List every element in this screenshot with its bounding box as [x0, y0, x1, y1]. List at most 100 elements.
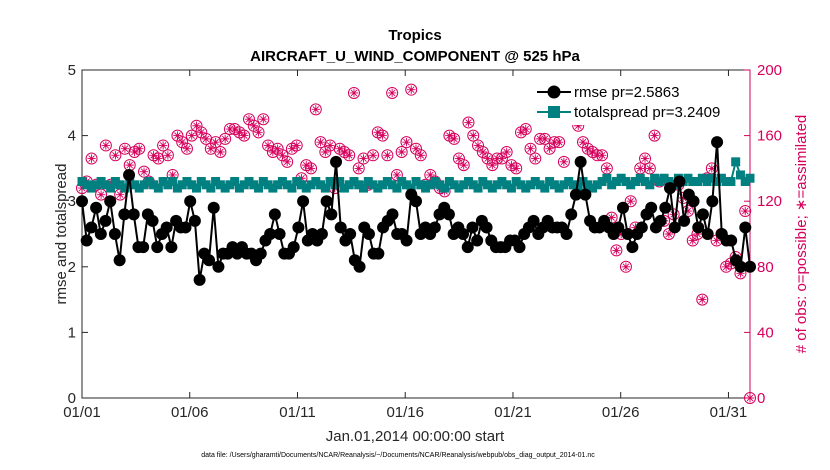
- totalspread-point: [468, 180, 478, 190]
- totalspread-point: [473, 183, 483, 193]
- obs-assimilated-point: [469, 131, 478, 140]
- rmse-point: [701, 228, 714, 240]
- obs-assimilated-point: [545, 144, 554, 153]
- obs-possible-point: [180, 142, 193, 155]
- totalspread-point: [416, 180, 426, 190]
- totalspread-point: [712, 177, 722, 187]
- rmse-point: [207, 201, 220, 214]
- totalspread-point: [726, 177, 736, 187]
- totalspread-point: [201, 180, 211, 190]
- obs-possible-point: [247, 119, 260, 132]
- obs-assimilated-point: [340, 147, 349, 157]
- obs-assimilated-point: [640, 154, 650, 163]
- obs-possible-point: [343, 149, 356, 162]
- totalspread-point: [731, 157, 741, 167]
- totalspread-point: [459, 180, 469, 190]
- obs-possible-point: [557, 155, 570, 168]
- obs-possible-point: [414, 149, 427, 162]
- obs-assimilated-point: [540, 134, 550, 144]
- rmse-point: [372, 247, 385, 260]
- obs-assimilated-point: [225, 124, 235, 134]
- legend-rmse-label: rmse pr=2.5863: [574, 84, 679, 101]
- obs-assimilated-point: [397, 147, 406, 157]
- rmse-point: [254, 247, 267, 260]
- totalspread-point: [363, 177, 373, 187]
- obs-assimilated-point: [178, 137, 187, 147]
- rmse-point: [85, 221, 98, 234]
- obs-possible-point: [381, 149, 394, 162]
- obs-assimilated-point: [220, 134, 230, 144]
- obs-possible-point: [686, 234, 699, 247]
- y-tick-label: 0: [68, 390, 76, 407]
- totalspread-point: [444, 177, 454, 187]
- obs-possible-point: [648, 129, 661, 142]
- rmse-point: [711, 136, 724, 149]
- obs-assimilated-point: [345, 151, 354, 160]
- rmse-point: [212, 260, 225, 273]
- totalspread-point: [368, 180, 378, 190]
- rmse-point: [325, 208, 338, 221]
- x-tick-label: 01/11: [279, 404, 315, 421]
- obs-assimilated-point: [135, 144, 144, 153]
- totalspread-point: [77, 177, 87, 187]
- y2-tick-label: 120: [757, 193, 782, 210]
- obs-assimilated-point: [263, 141, 273, 150]
- totalspread-point: [325, 177, 335, 187]
- totalspread-point: [707, 173, 717, 183]
- totalspread-point: [611, 177, 621, 187]
- obs-assimilated-point: [464, 118, 473, 127]
- totalspread-point: [530, 177, 540, 187]
- rmse-point: [616, 201, 629, 214]
- obs-assimilated-point: [292, 141, 301, 150]
- obs-assimilated-point: [240, 131, 249, 140]
- obs-assimilated-point: [259, 115, 268, 124]
- rmse-point: [353, 260, 366, 273]
- obs-possible-point: [510, 162, 523, 175]
- totalspread-point: [688, 177, 698, 187]
- rmse-point: [654, 214, 667, 227]
- rmse-point: [76, 195, 88, 208]
- totalspread-point: [516, 180, 526, 190]
- rmse-point: [90, 201, 103, 214]
- obs-assimilated-point: [254, 128, 263, 137]
- obs-assimilated-point: [631, 223, 640, 232]
- obs-possible-point: [352, 162, 365, 175]
- obs-possible-point: [133, 142, 146, 155]
- totalspread-point: [129, 180, 139, 190]
- obs-assimilated-point: [745, 393, 755, 403]
- obs-possible-point: [639, 152, 652, 165]
- y2-axis-label: # of obs: o=possible; ∗=assimilated: [793, 115, 810, 354]
- obs-assimilated-point: [626, 197, 635, 206]
- totalspread-point: [588, 183, 598, 193]
- obs-possible-point: [467, 129, 480, 142]
- rmse-point: [706, 195, 719, 208]
- totalspread-point: [502, 180, 512, 190]
- obs-assimilated-point: [554, 137, 564, 147]
- rmse-point: [513, 241, 526, 254]
- legend-spread-marker: [548, 106, 560, 118]
- obs-assimilated-point: [636, 164, 645, 173]
- obs-assimilated-point: [483, 154, 492, 163]
- rmse-point: [527, 214, 540, 227]
- rmse-point: [678, 214, 691, 227]
- totalspread-point: [153, 183, 163, 193]
- obs-assimilated-point: [201, 134, 211, 144]
- obs-assimilated-point: [664, 229, 674, 239]
- rmse-point: [480, 221, 493, 234]
- totalspread-point: [602, 173, 612, 183]
- rmse-point: [160, 221, 173, 234]
- obs-possible-point: [696, 293, 709, 306]
- totalspread-point: [206, 183, 216, 193]
- obs-assimilated-point: [578, 137, 588, 147]
- rmse-point: [108, 228, 121, 240]
- rmse-point: [193, 273, 206, 286]
- totalspread-point: [373, 183, 383, 193]
- totalspread-point: [120, 183, 130, 193]
- obs-assimilated-point: [383, 151, 392, 160]
- y-tick-label: 1: [68, 324, 76, 341]
- rmse-point: [264, 228, 277, 240]
- totalspread-point: [430, 177, 440, 187]
- obs-assimilated-point: [278, 151, 287, 160]
- obs-possible-point: [386, 86, 399, 99]
- obs-possible-point: [410, 142, 422, 155]
